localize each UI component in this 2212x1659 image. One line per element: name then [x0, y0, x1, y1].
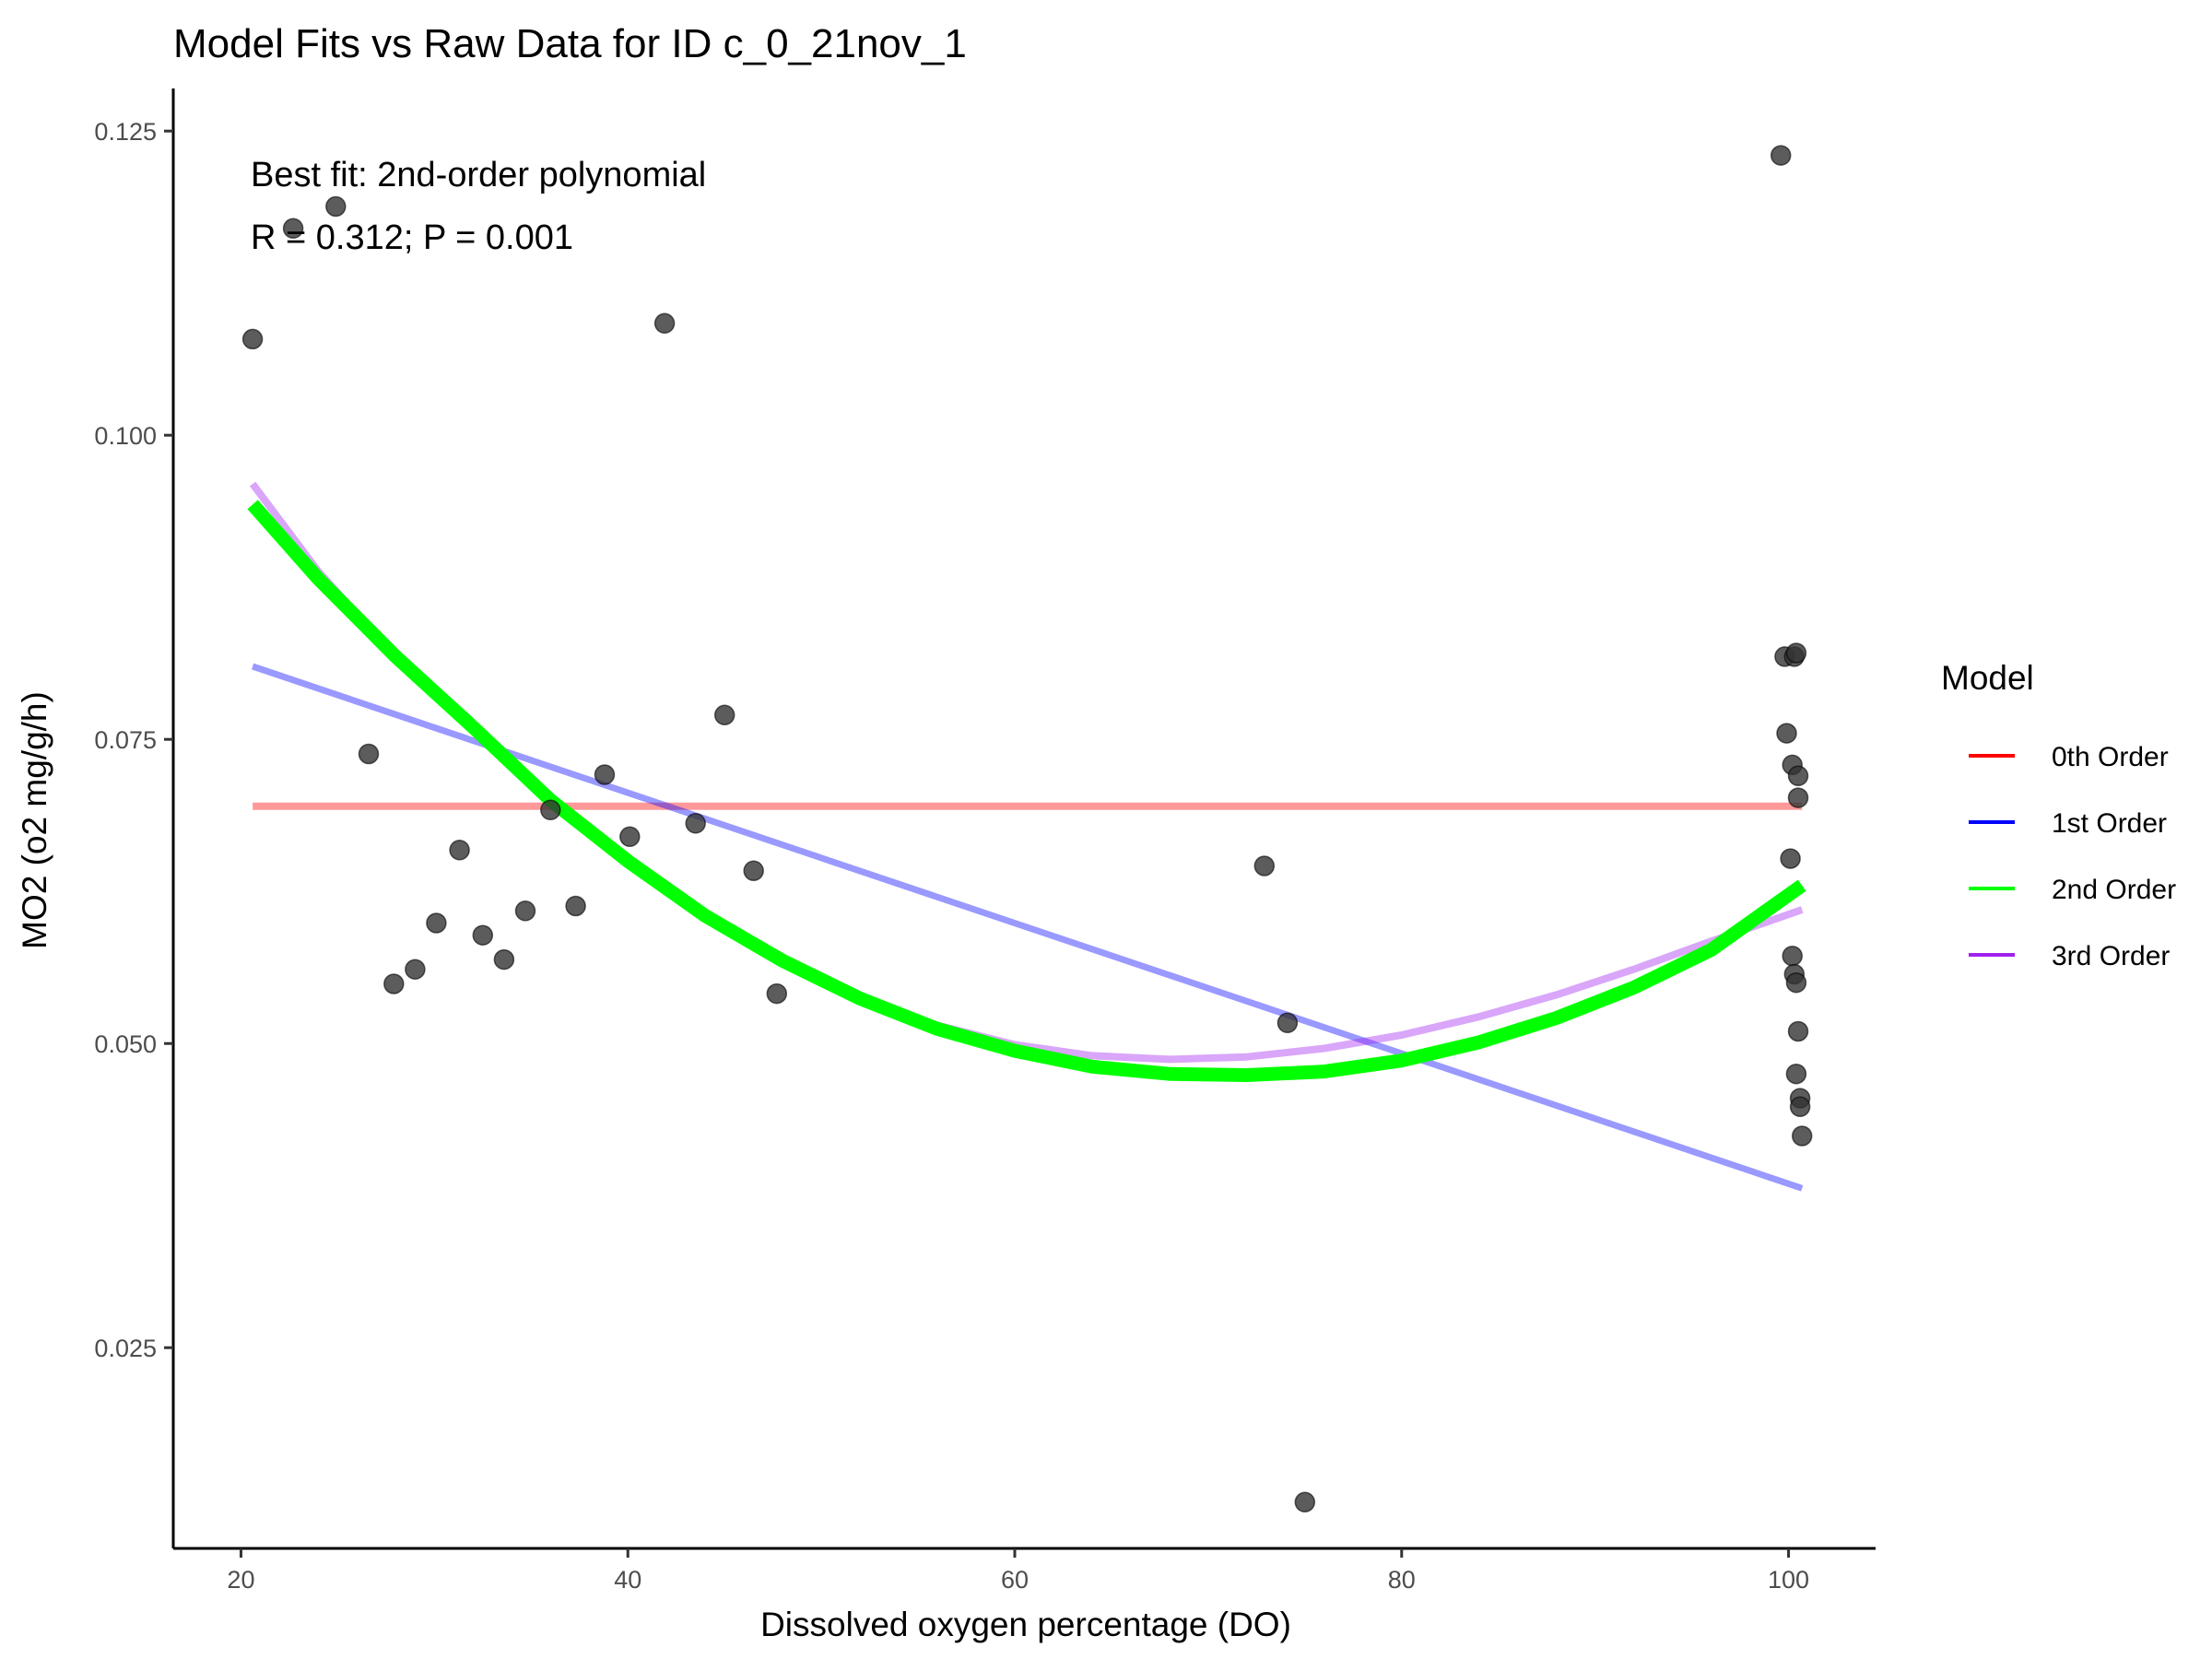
- data-point: [565, 895, 586, 917]
- data-point: [472, 924, 494, 946]
- data-point: [713, 704, 735, 726]
- x-tick-label: 100: [1768, 1566, 1809, 1594]
- y-tick-label: 0.125: [94, 118, 157, 146]
- data-point: [514, 900, 536, 922]
- annotation-best-fit: Best fit: 2nd-order polynomial: [251, 156, 706, 194]
- data-point: [594, 764, 616, 785]
- fit-line-2nd-order: [247, 500, 1806, 1082]
- data-point: [1780, 848, 1801, 869]
- legend-label-2nd-order: 2nd Order: [2052, 875, 2176, 905]
- data-point: [358, 743, 380, 765]
- data-point: [1785, 642, 1807, 664]
- raw-points-layer: [241, 145, 1813, 1513]
- data-point: [743, 860, 764, 882]
- data-point: [1785, 1063, 1807, 1085]
- legend-label-3rd-order: 3rd Order: [2052, 941, 2170, 971]
- y-tick-label: 0.025: [94, 1335, 157, 1362]
- data-point: [1770, 145, 1792, 166]
- annotation-r-p: R = 0.312; P = 0.001: [251, 218, 573, 257]
- data-point: [405, 959, 426, 980]
- x-tick-label: 80: [1388, 1566, 1416, 1594]
- y-tick-label: 0.050: [94, 1030, 157, 1058]
- data-point: [241, 328, 264, 350]
- data-point: [1294, 1491, 1316, 1513]
- data-point: [1253, 855, 1276, 877]
- data-point: [1277, 1012, 1299, 1034]
- data-point: [1787, 787, 1809, 808]
- chart-title: Model Fits vs Raw Data for ID c_0_21nov_…: [173, 21, 967, 66]
- data-point: [1789, 1096, 1811, 1118]
- data-point: [1785, 971, 1807, 994]
- data-point: [1787, 1020, 1809, 1042]
- legend: Model 0th Order 1st Order 2nd Order 3rd Ord…: [1941, 659, 2176, 971]
- data-point: [383, 973, 405, 994]
- data-point: [540, 799, 561, 821]
- legend-title: Model: [1941, 659, 2034, 697]
- y-tick-label: 0.100: [94, 422, 157, 450]
- fit-lines-layer: [247, 481, 1806, 1192]
- legend-label-0th-order: 0th Order: [2052, 742, 2169, 772]
- data-point: [685, 813, 706, 834]
- x-tick-label: 20: [227, 1566, 254, 1594]
- y-axis-title: MO2 (o2 mg/g/h): [16, 691, 53, 949]
- x-tick-label: 60: [1001, 1566, 1029, 1594]
- y-ticks: 0.025 0.050 0.075 0.100 0.125: [94, 118, 173, 1362]
- x-ticks: 20 40 60 80 100: [227, 1548, 1809, 1594]
- y-tick-label: 0.075: [94, 726, 157, 754]
- axes-layer: [171, 88, 1876, 1550]
- data-point: [1782, 945, 1803, 967]
- data-point: [449, 840, 470, 861]
- data-point: [426, 912, 447, 934]
- data-point: [766, 982, 788, 1005]
- data-point: [282, 218, 304, 240]
- data-point: [653, 312, 676, 335]
- x-tick-label: 40: [614, 1566, 641, 1594]
- data-point: [619, 826, 641, 848]
- data-point: [493, 948, 515, 971]
- data-point: [1787, 765, 1809, 787]
- data-point: [325, 195, 347, 218]
- fit-line-3rd-order: [249, 481, 1804, 1064]
- x-axis-title: Dissolved oxygen percentage (DO): [760, 1606, 1291, 1643]
- legend-label-1st-order: 1st Order: [2052, 808, 2167, 839]
- data-point: [1776, 723, 1797, 744]
- data-point: [1791, 1125, 1813, 1147]
